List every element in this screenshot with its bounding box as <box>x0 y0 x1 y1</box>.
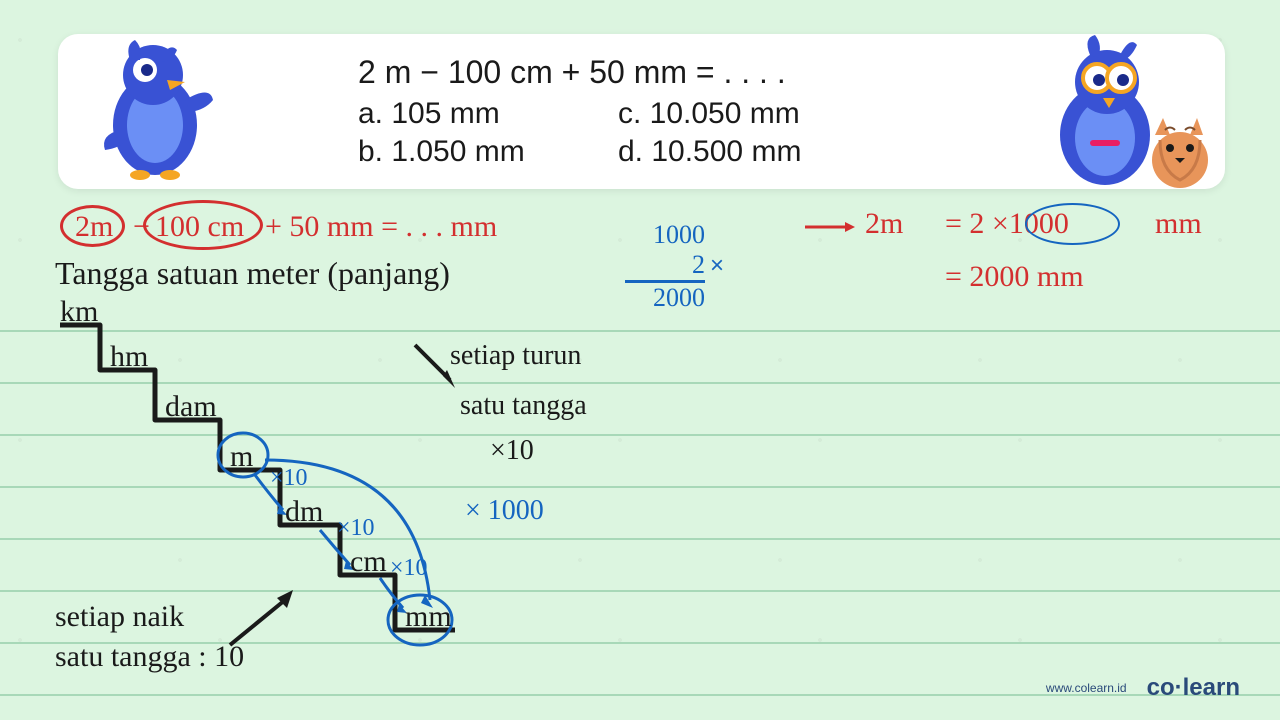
mascot-right-icon <box>1035 30 1215 190</box>
unit-hm: hm <box>110 340 148 374</box>
option-a: a. 105 mm <box>358 97 588 131</box>
footer-url: www.colearn.id <box>1046 681 1127 695</box>
mult-2: 2 <box>692 250 705 280</box>
circle-1000 <box>1025 203 1120 245</box>
label-x10-3: ×10 <box>390 555 428 582</box>
label-x10-1: ×10 <box>270 465 308 492</box>
option-c: c. 10.050 mm <box>618 97 868 131</box>
conv-result: = 2000 mm <box>945 260 1084 294</box>
unit-cm: cm <box>350 545 387 579</box>
mult-result: 2000 <box>625 283 705 313</box>
unit-km: km <box>60 295 98 329</box>
label-x10-2: ×10 <box>337 515 375 542</box>
option-b: b. 1.050 mm <box>358 135 588 169</box>
handwriting-area: 2m − 100 cm + 50 mm = . . . mm Tangga sa… <box>55 205 1225 700</box>
unit-dam: dam <box>165 390 217 424</box>
option-d: d. 10.500 mm <box>618 135 868 169</box>
up-label-2: satu tangga : 10 <box>55 640 244 674</box>
label-x1000: × 1000 <box>465 495 544 527</box>
footer-brand: co·learn <box>1147 674 1240 702</box>
unit-dm: dm <box>285 495 323 529</box>
down-label-1: setiap turun <box>450 340 581 372</box>
circle-2m <box>60 205 125 247</box>
vertical-mult: 1000 2 2000 × <box>625 220 705 313</box>
footer: www.colearn.id co·learn <box>1046 674 1240 702</box>
arrow-right-icon <box>805 217 855 237</box>
title-tangga: Tangga satuan meter (panjang) <box>55 255 450 292</box>
unit-mm: mm <box>405 600 452 634</box>
mult-1000: 1000 <box>625 220 705 250</box>
conv-2m: 2m <box>865 207 903 241</box>
conv-mm: mm <box>1155 207 1202 241</box>
circle-100cm <box>143 200 263 250</box>
eq-rest: + 50 mm = . . . mm <box>265 210 497 244</box>
mult-x: × <box>710 252 724 280</box>
unit-m: m <box>230 440 253 474</box>
mascot-left-icon <box>85 30 225 180</box>
down-label-3: ×10 <box>490 435 534 467</box>
up-label-1: setiap naik <box>55 600 184 634</box>
down-label-2: satu tangga <box>460 390 587 422</box>
